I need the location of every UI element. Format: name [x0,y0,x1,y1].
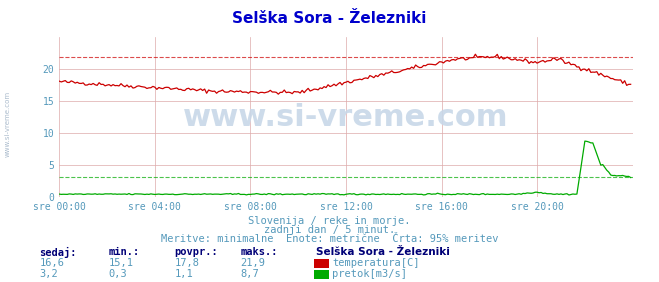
Bar [314,270,329,279]
Text: maks.:: maks.: [241,247,278,257]
Text: Selška Sora - Železniki: Selška Sora - Železniki [233,11,426,26]
Text: povpr.:: povpr.: [175,247,218,257]
Text: 3,2: 3,2 [40,268,58,279]
Text: 8,7: 8,7 [241,268,259,279]
Text: Slovenija / reke in morje.: Slovenija / reke in morje. [248,216,411,226]
Text: temperatura[C]: temperatura[C] [332,258,420,268]
Text: 16,6: 16,6 [40,258,65,268]
Text: pretok[m3/s]: pretok[m3/s] [332,268,407,279]
Text: zadnji dan / 5 minut.: zadnji dan / 5 minut. [264,225,395,235]
Text: www.si-vreme.com: www.si-vreme.com [183,103,509,131]
Text: min.:: min.: [109,247,140,257]
Text: sedaj:: sedaj: [40,247,77,258]
Text: 21,9: 21,9 [241,258,266,268]
Bar [314,259,329,268]
Text: 17,8: 17,8 [175,258,200,268]
Text: www.si-vreme.com: www.si-vreme.com [5,91,11,157]
Text: 0,3: 0,3 [109,268,127,279]
Text: 15,1: 15,1 [109,258,134,268]
Text: Meritve: minimalne  Enote: metrične  Črta: 95% meritev: Meritve: minimalne Enote: metrične Črta:… [161,234,498,244]
Text: Selška Sora - Železniki: Selška Sora - Železniki [316,247,450,257]
Text: 1,1: 1,1 [175,268,193,279]
